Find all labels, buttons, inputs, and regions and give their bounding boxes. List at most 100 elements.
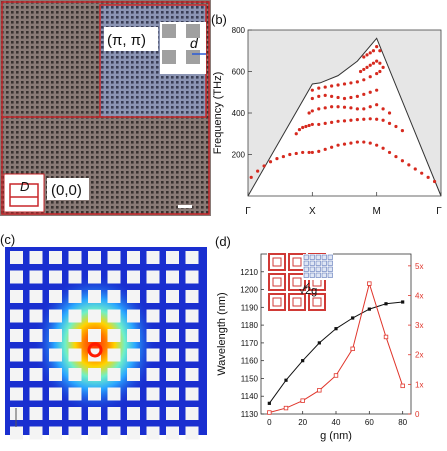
air-hole [107,407,121,420]
band-point [342,119,347,123]
inset-blue-cell [309,266,315,272]
band-point [330,94,334,98]
band-point [310,150,314,155]
air-hole [68,309,82,323]
band-point [407,163,411,167]
air-hole [29,270,43,284]
air-hole [29,290,43,303]
air-hole [88,270,101,284]
x-tick-label: 60 [365,418,374,427]
y-tick-label: 1130 [241,410,259,419]
band-point [349,118,353,122]
panel-b-label: (b) [211,12,227,27]
band-point [371,49,376,53]
zero-label-box [47,178,89,200]
air-hole [68,290,82,303]
air-hole [10,290,23,303]
panel-d-label: (d) [215,234,231,249]
air-hole [127,426,140,440]
inset-blue-cell [309,272,315,278]
inset-red-inner [272,257,282,267]
air-hole [68,348,82,362]
unit-cell-inset-d: d [160,22,206,74]
band-point [368,117,372,121]
inset-blue-cell [321,254,327,260]
band-point [400,159,404,163]
air-hole [68,270,82,284]
band-point [362,78,366,82]
band-point [281,154,285,159]
band-point [317,149,321,153]
band-point [317,86,321,90]
band-point [310,122,314,127]
air-hole [146,270,160,284]
inset-red-inner [312,297,322,307]
band-edge-line [247,37,442,197]
y-tick-label: 1200 [240,286,258,295]
air-hole [146,426,160,440]
band-point [294,132,298,136]
band-point [342,105,347,109]
air-hole [10,309,23,323]
band-point [375,59,379,63]
x-tick-label: Γ [245,206,251,217]
band-point [323,106,327,110]
band-point [336,95,340,100]
air-hole [49,387,62,401]
air-hole [166,348,179,362]
inset-blue-cell [303,272,309,278]
band-point [375,143,379,147]
inset-red-inner [272,277,282,287]
pi-pi-label-box [104,27,158,51]
enhancement-point [267,410,272,415]
air-hole [88,387,101,401]
band-point [381,146,385,150]
air-hole [68,368,82,381]
enhancement-point [333,373,339,378]
band-point [362,55,366,59]
air-hole [166,329,179,342]
light-cone-region [248,30,441,196]
inset-blue-cell [315,260,321,266]
band-point [365,65,369,69]
air-hole [107,426,121,440]
band-point [275,157,279,161]
band-point [371,61,376,65]
inset-schematic: √2g [267,252,333,314]
band-point [387,111,392,115]
enhancement-point [367,281,372,286]
band-point [262,164,266,168]
enhancement-point [350,346,355,352]
band-point [358,69,363,74]
inset-blue-cell [309,254,315,260]
wavelength-point [301,359,305,363]
y-tick-label: 200 [232,151,246,160]
air-hole [166,251,179,264]
y-tick-label: 400 [232,109,246,118]
air-hole [127,270,140,284]
panel-c-label: (c) [0,232,15,247]
air-hole [68,426,82,440]
air-hole-grid [10,251,199,440]
band-point [362,140,366,144]
band-point [362,117,366,121]
band-point [294,151,298,156]
air-hole [29,348,43,362]
band-point [355,94,359,98]
band-point [378,69,382,74]
band-point [256,169,260,173]
band-point [355,118,359,122]
band-point [394,154,398,159]
air-hole [88,329,101,342]
inset-blue-cell [321,266,327,272]
air-hole [185,407,199,420]
inset-red-inner [292,277,302,287]
air-hole [146,368,160,381]
air-hole [107,329,121,342]
band-point [268,160,273,164]
air-hole [49,329,62,342]
band-point [375,117,379,121]
band-point [368,63,372,67]
air-hole [185,368,199,381]
y2-tick-label: 0 [415,410,420,419]
